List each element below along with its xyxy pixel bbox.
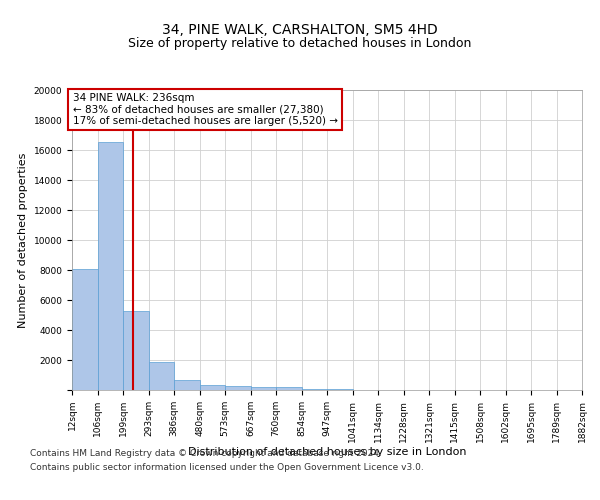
Bar bbox=[302, 388, 327, 390]
Bar bbox=[149, 362, 174, 390]
Y-axis label: Number of detached properties: Number of detached properties bbox=[18, 152, 28, 328]
Bar bbox=[251, 386, 276, 390]
Text: Contains public sector information licensed under the Open Government Licence v3: Contains public sector information licen… bbox=[30, 464, 424, 472]
Bar bbox=[98, 142, 123, 390]
Bar bbox=[174, 380, 200, 390]
Text: Contains HM Land Registry data © Crown copyright and database right 2024.: Contains HM Land Registry data © Crown c… bbox=[30, 448, 382, 458]
Bar bbox=[72, 268, 98, 390]
Bar bbox=[200, 385, 225, 390]
Bar bbox=[276, 388, 302, 390]
Bar bbox=[327, 389, 353, 390]
Text: 34 PINE WALK: 236sqm
← 83% of detached houses are smaller (27,380)
17% of semi-d: 34 PINE WALK: 236sqm ← 83% of detached h… bbox=[73, 93, 338, 126]
Bar bbox=[123, 310, 149, 390]
Bar bbox=[225, 386, 251, 390]
Text: 34, PINE WALK, CARSHALTON, SM5 4HD: 34, PINE WALK, CARSHALTON, SM5 4HD bbox=[162, 22, 438, 36]
X-axis label: Distribution of detached houses by size in London: Distribution of detached houses by size … bbox=[188, 448, 466, 458]
Text: Size of property relative to detached houses in London: Size of property relative to detached ho… bbox=[128, 38, 472, 51]
